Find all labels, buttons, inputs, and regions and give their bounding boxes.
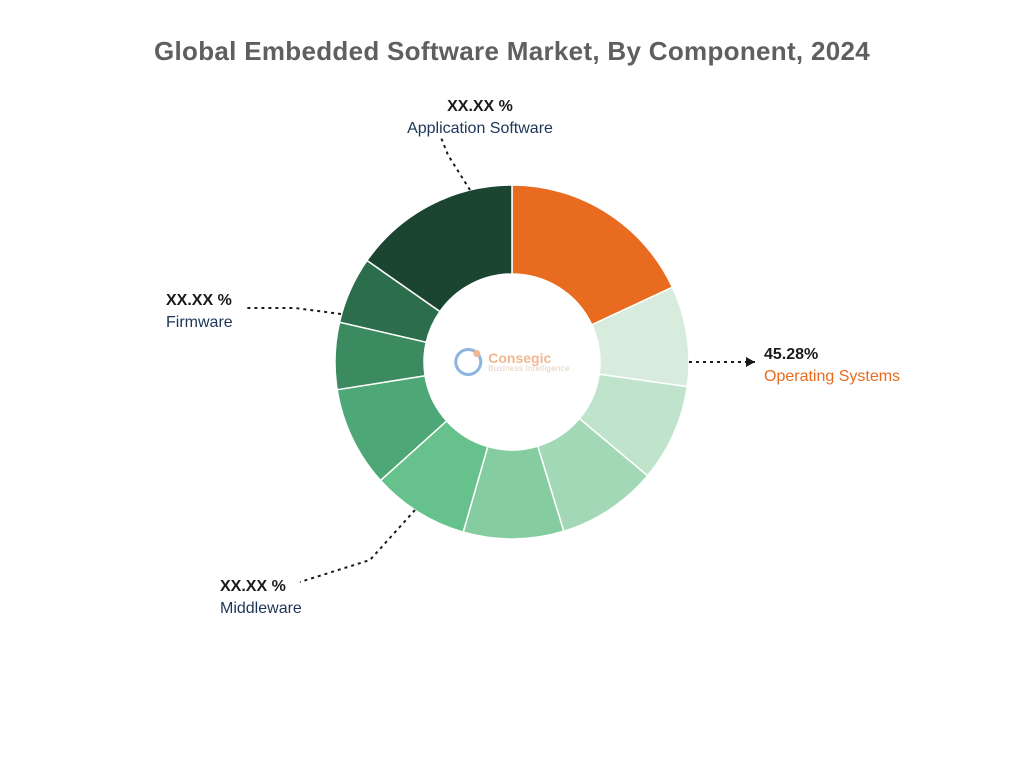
label-operating-systems: 45.28% Operating Systems	[764, 344, 900, 387]
label-fw-pct: XX.XX %	[166, 290, 233, 312]
watermark: Consegic Business Intelligence	[454, 348, 569, 376]
label-mid-pct: XX.XX %	[220, 576, 302, 598]
consegic-logo-icon	[454, 348, 482, 376]
label-os-name: Operating Systems	[764, 366, 900, 388]
label-mid-name: Middleware	[220, 598, 302, 620]
label-os-pct: 45.28%	[764, 344, 900, 366]
label-middleware: XX.XX % Middleware	[220, 576, 302, 619]
watermark-line2: Business Intelligence	[488, 365, 569, 373]
label-firmware: XX.XX % Firmware	[166, 290, 233, 333]
label-appsw: XX.XX % Application Software	[380, 96, 580, 139]
label-app-pct: XX.XX %	[380, 96, 580, 118]
chart-title: Global Embedded Software Market, By Comp…	[0, 36, 1024, 67]
watermark-line1: Consegic	[488, 351, 569, 365]
label-fw-name: Firmware	[166, 312, 233, 334]
label-app-name: Application Software	[380, 118, 580, 140]
donut-chart: Consegic Business Intelligence	[335, 185, 689, 539]
leader-line	[440, 135, 470, 190]
arrowhead-icon	[746, 357, 755, 367]
leader-line	[245, 308, 341, 314]
